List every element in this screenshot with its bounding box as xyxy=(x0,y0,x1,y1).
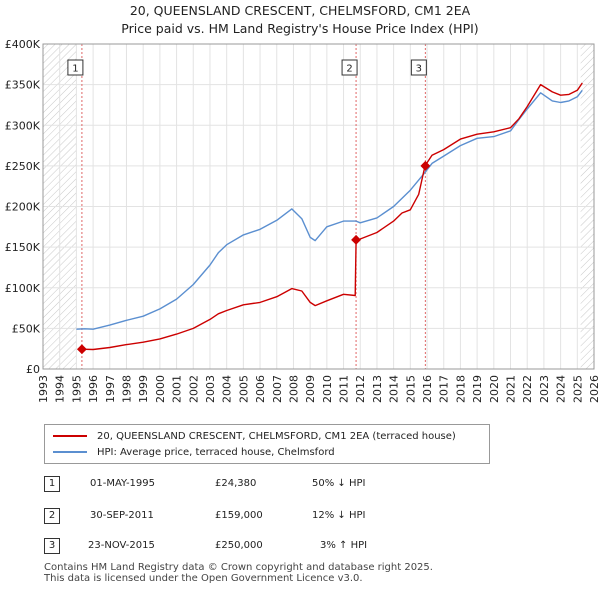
x-tick-label: 2023 xyxy=(538,375,551,403)
x-tick-label: 2011 xyxy=(338,375,351,403)
y-tick-label: £100K xyxy=(5,282,41,295)
transaction-number: 2 xyxy=(44,508,60,524)
legend-swatch-hpi xyxy=(53,451,87,453)
transaction-number: 1 xyxy=(44,476,60,492)
y-tick-label: £50K xyxy=(12,322,41,335)
x-tick-label: 1999 xyxy=(137,375,150,403)
x-tick-label: 2018 xyxy=(454,375,467,403)
y-tick-label: £0 xyxy=(26,363,40,376)
x-tick-label: 2006 xyxy=(254,375,267,403)
x-tick-label: 2021 xyxy=(505,375,518,403)
y-tick-label: £400K xyxy=(5,38,41,51)
x-tick-label: 2025 xyxy=(571,375,584,403)
x-tick-label: 2019 xyxy=(471,375,484,403)
y-tick-label: £350K xyxy=(5,79,41,92)
transaction-hpi: 3% ↑ HPI xyxy=(320,540,368,551)
legend-item-hpi: HPI: Average price, terraced house, Chel… xyxy=(53,445,335,459)
x-tick-label: 1994 xyxy=(54,375,67,403)
plot-frame xyxy=(42,43,595,370)
x-tick-label: 2000 xyxy=(154,375,167,403)
x-tick-label: 2009 xyxy=(304,375,317,403)
x-tick-label: 2003 xyxy=(204,375,217,403)
x-tick-label: 2010 xyxy=(321,375,334,403)
x-tick-label: 2001 xyxy=(171,375,184,403)
x-tick-label: 2026 xyxy=(588,375,600,403)
sale-point xyxy=(420,160,431,171)
chart-subtitle: Price paid vs. HM Land Registry's House … xyxy=(121,21,479,36)
x-tick-label: 2022 xyxy=(521,375,534,403)
transaction-price: £24,380 xyxy=(215,478,257,489)
marker-label-box xyxy=(67,59,84,76)
footer-copyright: Contains HM Land Registry data © Crown c… xyxy=(44,562,433,573)
x-tick-label: 1997 xyxy=(104,375,117,403)
chart-title: 20, QUEENSLAND CRESCENT, CHELMSFORD, CM1… xyxy=(129,3,471,18)
marker-label-box xyxy=(410,59,427,76)
x-tick-label: 2012 xyxy=(354,375,367,403)
transaction-price: £159,000 xyxy=(215,510,263,521)
x-tick-label: 2013 xyxy=(371,375,384,403)
marker-label: 1 xyxy=(72,64,78,75)
x-tick-label: 1996 xyxy=(87,375,100,403)
y-tick-label: £200K xyxy=(5,201,41,214)
table-row: 2 30-SEP-2011 £159,000 12% ↓ HPI xyxy=(0,508,600,526)
x-tick-label: 2007 xyxy=(271,375,284,403)
x-tick-label: 1995 xyxy=(70,375,83,403)
transaction-date: 01-MAY-1995 xyxy=(90,478,156,489)
transaction-hpi: 50% ↓ HPI xyxy=(312,478,366,489)
footer-license: This data is licensed under the Open Gov… xyxy=(44,573,363,584)
legend: 20, QUEENSLAND CRESCENT, CHELMSFORD, CM1… xyxy=(44,424,490,464)
x-tick-label: 1993 xyxy=(37,375,50,403)
legend-item-property: 20, QUEENSLAND CRESCENT, CHELMSFORD, CM1… xyxy=(53,429,456,443)
x-tick-label: 2016 xyxy=(421,375,434,403)
legend-label-hpi: HPI: Average price, terraced house, Chel… xyxy=(97,446,335,458)
x-tick-label: 2017 xyxy=(438,375,451,403)
y-tick-label: £250K xyxy=(5,160,41,173)
transaction-price: £250,000 xyxy=(215,540,263,551)
table-row: 1 01-MAY-1995 £24,380 50% ↓ HPI xyxy=(0,476,600,494)
x-tick-label: 2002 xyxy=(187,375,200,403)
transaction-hpi: 12% ↓ HPI xyxy=(312,510,366,521)
sale-point xyxy=(351,234,362,245)
x-tick-label: 2004 xyxy=(221,375,234,403)
x-tick-label: 2008 xyxy=(287,375,300,403)
marker-label: 2 xyxy=(346,64,352,75)
x-tick-label: 2020 xyxy=(488,375,501,403)
marker-label-box xyxy=(341,59,358,76)
x-tick-label: 2014 xyxy=(388,375,401,403)
y-tick-label: £150K xyxy=(5,241,41,254)
transaction-number: 3 xyxy=(44,538,60,554)
legend-label-property: 20, QUEENSLAND CRESCENT, CHELMSFORD, CM1… xyxy=(97,430,456,442)
x-tick-label: 2015 xyxy=(404,375,417,403)
y-tick-label: £300K xyxy=(5,119,41,132)
x-tick-label: 1998 xyxy=(120,375,133,403)
transaction-date: 30-SEP-2011 xyxy=(90,510,154,521)
price-chart: 1 2 3 £0 £50K £100K £150K £200K £250K £300K £350K £… xyxy=(5,38,600,403)
hpi-series-line xyxy=(76,89,583,330)
legend-swatch-property xyxy=(53,435,87,437)
table-row: 3 23-NOV-2015 £250,000 3% ↑ HPI xyxy=(0,538,600,556)
transaction-date: 23-NOV-2015 xyxy=(88,540,155,551)
marker-label: 3 xyxy=(416,64,422,75)
x-tick-label: 2005 xyxy=(237,375,250,403)
x-tick-label: 2024 xyxy=(555,375,568,403)
